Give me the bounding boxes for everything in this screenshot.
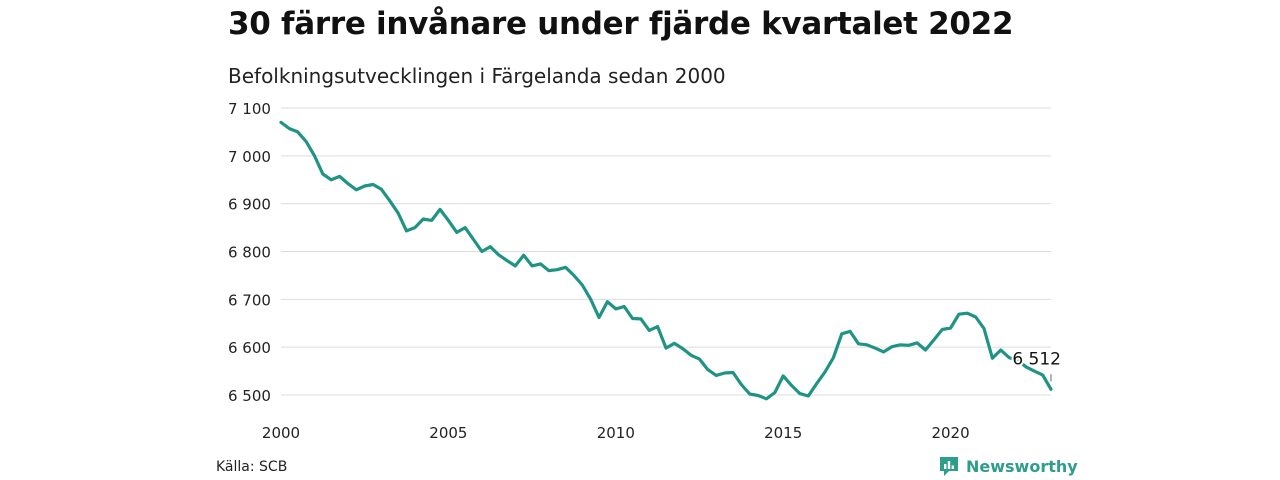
y-tick-label: 6 600 <box>228 339 271 357</box>
y-axis-ticks: 6 500 6 600 6 700 6 800 6 900 7 000 7 100 <box>228 100 271 405</box>
x-tick-label: 2000 <box>262 424 300 442</box>
series-layer <box>279 120 1053 401</box>
x-tick-label: 2005 <box>429 424 467 442</box>
y-tick-label: 6 900 <box>228 196 271 214</box>
brand-name: Newsworthy <box>966 456 1078 476</box>
chart-title: 30 färre invånare under fjärde kvartalet… <box>228 6 1014 42</box>
chart-subtitle: Befolkningsutvecklingen i Färgelanda sed… <box>228 64 726 88</box>
x-tick-label: 2020 <box>931 424 969 442</box>
y-tick-label: 6 800 <box>228 244 271 262</box>
y-tick-label: 7 100 <box>228 100 271 118</box>
annotation-layer: 6 512 <box>1010 347 1063 382</box>
x-tick-label: 2015 <box>764 424 802 442</box>
x-tick-label: 2010 <box>597 424 635 442</box>
source-note: Källa: SCB <box>216 459 288 475</box>
gridlines <box>281 107 1051 396</box>
y-tick-label: 6 700 <box>228 291 271 309</box>
bar-chart-speech-bubble-icon <box>940 457 958 476</box>
end-value-label: 6 512 <box>1012 349 1061 369</box>
y-tick-label: 7 000 <box>228 148 271 166</box>
x-axis-ticks: 2000 2005 2010 2015 2020 <box>262 424 970 442</box>
y-tick-label: 6 500 <box>228 387 271 405</box>
series-line <box>279 120 1053 401</box>
brand-logo: Newsworthy <box>938 455 1078 477</box>
